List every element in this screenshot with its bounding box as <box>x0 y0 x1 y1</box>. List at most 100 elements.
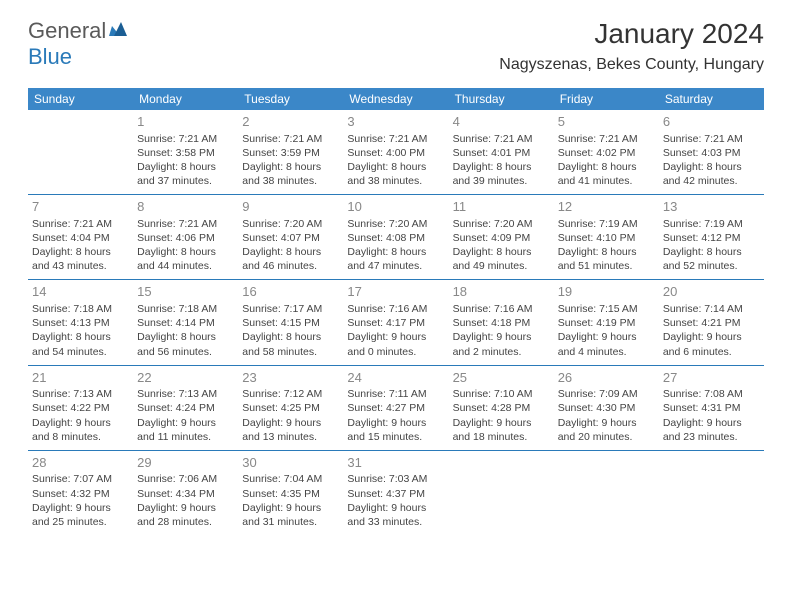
day-number: 21 <box>32 369 129 387</box>
daylight-line-1: Daylight: 8 hours <box>663 245 760 259</box>
daylight-line-1: Daylight: 9 hours <box>242 416 339 430</box>
sunset-line: Sunset: 4:22 PM <box>32 401 129 415</box>
day-number: 3 <box>347 113 444 131</box>
sunrise-line: Sunrise: 7:21 AM <box>453 132 550 146</box>
daylight-line-1: Daylight: 9 hours <box>347 330 444 344</box>
sunrise-line: Sunrise: 7:20 AM <box>453 217 550 231</box>
calendar-day: 3Sunrise: 7:21 AMSunset: 4:00 PMDaylight… <box>343 110 448 195</box>
daylight-line-1: Daylight: 8 hours <box>663 160 760 174</box>
sunrise-line: Sunrise: 7:20 AM <box>242 217 339 231</box>
calendar-day: 25Sunrise: 7:10 AMSunset: 4:28 PMDayligh… <box>449 365 554 450</box>
daylight-line-1: Daylight: 9 hours <box>558 330 655 344</box>
day-number: 26 <box>558 369 655 387</box>
daylight-line-2: and 38 minutes. <box>347 174 444 188</box>
calendar-day: 16Sunrise: 7:17 AMSunset: 4:15 PMDayligh… <box>238 280 343 365</box>
day-number: 4 <box>453 113 550 131</box>
daylight-line-1: Daylight: 8 hours <box>558 160 655 174</box>
day-number: 13 <box>663 198 760 216</box>
calendar-day: 14Sunrise: 7:18 AMSunset: 4:13 PMDayligh… <box>28 280 133 365</box>
sunset-line: Sunset: 3:58 PM <box>137 146 234 160</box>
daylight-line-2: and 52 minutes. <box>663 259 760 273</box>
sunrise-line: Sunrise: 7:21 AM <box>663 132 760 146</box>
sunset-line: Sunset: 4:06 PM <box>137 231 234 245</box>
sunrise-line: Sunrise: 7:16 AM <box>347 302 444 316</box>
daylight-line-2: and 2 minutes. <box>453 345 550 359</box>
daylight-line-2: and 58 minutes. <box>242 345 339 359</box>
sunrise-line: Sunrise: 7:21 AM <box>137 132 234 146</box>
calendar-empty <box>449 450 554 535</box>
calendar-day: 31Sunrise: 7:03 AMSunset: 4:37 PMDayligh… <box>343 450 448 535</box>
daylight-line-2: and 43 minutes. <box>32 259 129 273</box>
sunrise-line: Sunrise: 7:21 AM <box>32 217 129 231</box>
sunset-line: Sunset: 4:21 PM <box>663 316 760 330</box>
daylight-line-1: Daylight: 8 hours <box>453 160 550 174</box>
calendar-day: 13Sunrise: 7:19 AMSunset: 4:12 PMDayligh… <box>659 195 764 280</box>
day-number: 22 <box>137 369 234 387</box>
logo-text-2: Blue <box>28 44 72 69</box>
daylight-line-1: Daylight: 9 hours <box>137 501 234 515</box>
sunset-line: Sunset: 4:34 PM <box>137 487 234 501</box>
sunset-line: Sunset: 4:31 PM <box>663 401 760 415</box>
calendar-day: 5Sunrise: 7:21 AMSunset: 4:02 PMDaylight… <box>554 110 659 195</box>
daylight-line-1: Daylight: 9 hours <box>347 501 444 515</box>
daylight-line-2: and 56 minutes. <box>137 345 234 359</box>
sunset-line: Sunset: 4:28 PM <box>453 401 550 415</box>
daylight-line-2: and 25 minutes. <box>32 515 129 529</box>
sunset-line: Sunset: 4:27 PM <box>347 401 444 415</box>
sunrise-line: Sunrise: 7:21 AM <box>558 132 655 146</box>
sunrise-line: Sunrise: 7:10 AM <box>453 387 550 401</box>
daylight-line-2: and 33 minutes. <box>347 515 444 529</box>
sunset-line: Sunset: 4:30 PM <box>558 401 655 415</box>
sunrise-line: Sunrise: 7:21 AM <box>137 217 234 231</box>
daylight-line-2: and 8 minutes. <box>32 430 129 444</box>
sunrise-line: Sunrise: 7:19 AM <box>558 217 655 231</box>
daylight-line-1: Daylight: 8 hours <box>32 245 129 259</box>
sunset-line: Sunset: 4:13 PM <box>32 316 129 330</box>
title-block: January 2024 Nagyszenas, Bekes County, H… <box>499 18 764 74</box>
daylight-line-2: and 38 minutes. <box>242 174 339 188</box>
daylight-line-1: Daylight: 9 hours <box>32 501 129 515</box>
calendar-day: 10Sunrise: 7:20 AMSunset: 4:08 PMDayligh… <box>343 195 448 280</box>
weekday-header: Monday <box>133 88 238 110</box>
calendar-day: 18Sunrise: 7:16 AMSunset: 4:18 PMDayligh… <box>449 280 554 365</box>
day-number: 6 <box>663 113 760 131</box>
day-number: 16 <box>242 283 339 301</box>
day-number: 19 <box>558 283 655 301</box>
sunrise-line: Sunrise: 7:12 AM <box>242 387 339 401</box>
daylight-line-1: Daylight: 8 hours <box>347 245 444 259</box>
calendar-day: 1Sunrise: 7:21 AMSunset: 3:58 PMDaylight… <box>133 110 238 195</box>
sunrise-line: Sunrise: 7:04 AM <box>242 472 339 486</box>
sunset-line: Sunset: 4:07 PM <box>242 231 339 245</box>
daylight-line-1: Daylight: 9 hours <box>453 330 550 344</box>
sunset-line: Sunset: 4:24 PM <box>137 401 234 415</box>
daylight-line-2: and 49 minutes. <box>453 259 550 273</box>
sunrise-line: Sunrise: 7:06 AM <box>137 472 234 486</box>
sunset-line: Sunset: 4:32 PM <box>32 487 129 501</box>
daylight-line-1: Daylight: 8 hours <box>137 245 234 259</box>
day-number: 24 <box>347 369 444 387</box>
sunrise-line: Sunrise: 7:21 AM <box>242 132 339 146</box>
daylight-line-1: Daylight: 8 hours <box>453 245 550 259</box>
calendar-day: 22Sunrise: 7:13 AMSunset: 4:24 PMDayligh… <box>133 365 238 450</box>
daylight-line-1: Daylight: 9 hours <box>242 501 339 515</box>
calendar-head: SundayMondayTuesdayWednesdayThursdayFrid… <box>28 88 764 110</box>
calendar-day: 23Sunrise: 7:12 AMSunset: 4:25 PMDayligh… <box>238 365 343 450</box>
day-number: 11 <box>453 198 550 216</box>
day-number: 18 <box>453 283 550 301</box>
daylight-line-2: and 4 minutes. <box>558 345 655 359</box>
calendar-day: 7Sunrise: 7:21 AMSunset: 4:04 PMDaylight… <box>28 195 133 280</box>
weekday-header: Sunday <box>28 88 133 110</box>
daylight-line-2: and 13 minutes. <box>242 430 339 444</box>
calendar-body: 1Sunrise: 7:21 AMSunset: 3:58 PMDaylight… <box>28 110 764 535</box>
daylight-line-1: Daylight: 9 hours <box>453 416 550 430</box>
calendar-week: 14Sunrise: 7:18 AMSunset: 4:13 PMDayligh… <box>28 280 764 365</box>
calendar-table: SundayMondayTuesdayWednesdayThursdayFrid… <box>28 88 764 535</box>
sunset-line: Sunset: 4:37 PM <box>347 487 444 501</box>
daylight-line-2: and 39 minutes. <box>453 174 550 188</box>
logo: General Blue <box>28 18 131 70</box>
calendar-day: 4Sunrise: 7:21 AMSunset: 4:01 PMDaylight… <box>449 110 554 195</box>
day-number: 25 <box>453 369 550 387</box>
calendar-day: 30Sunrise: 7:04 AMSunset: 4:35 PMDayligh… <box>238 450 343 535</box>
page-title: January 2024 <box>499 18 764 50</box>
calendar-day: 26Sunrise: 7:09 AMSunset: 4:30 PMDayligh… <box>554 365 659 450</box>
